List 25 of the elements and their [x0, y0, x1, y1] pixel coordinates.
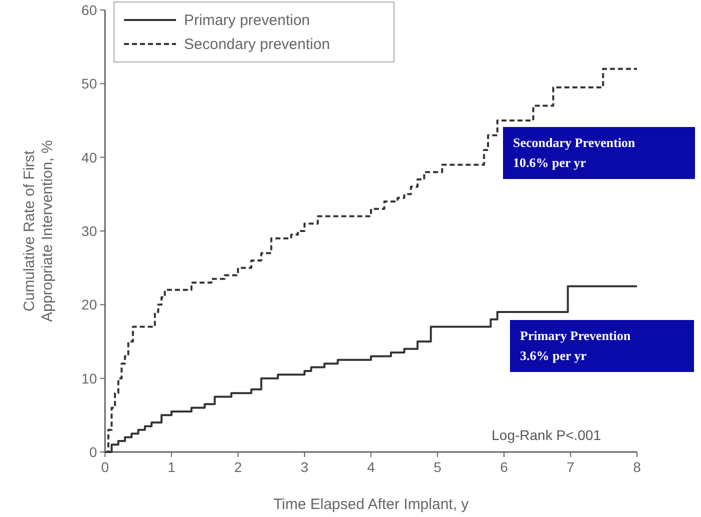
label-box: Primary Prevention 3.6% per yr [510, 320, 694, 372]
x-tick-label: 7 [566, 459, 575, 475]
y-tick-label: 20 [81, 296, 98, 313]
y-tick-label: 0 [89, 444, 98, 460]
label-box: Secondary Prevention 10.6% per yr [503, 127, 695, 179]
x-axis-title: Time Elapsed After Implant, y [273, 496, 470, 513]
y-tick-label: 50 [81, 76, 98, 92]
y-tick-label: 60 [81, 2, 98, 18]
x-tick-label: 6 [500, 459, 508, 475]
y-tick-label: 10 [81, 370, 98, 386]
x-tick-label: 1 [168, 459, 176, 475]
x-tick-label: 5 [434, 459, 442, 475]
x-tick-label: 4 [367, 459, 376, 475]
annotation: Secondary Prevention 10.6% per yr [513, 135, 636, 170]
y-tick-label: 30 [81, 223, 98, 239]
annotation: Primary Prevention 3.6% per yr [520, 328, 632, 363]
annotation: Log-Rank P<.001 [492, 427, 602, 443]
y-axis-title: Cumulative Rate of First Appropriate Intervention, % [21, 140, 56, 322]
x-tick-label: 2 [234, 459, 242, 475]
x-tick-label: 0 [101, 459, 110, 475]
y-tick-label: 40 [81, 149, 98, 166]
legend-label: Secondary prevention [184, 36, 330, 53]
x-tick-label: 3 [300, 459, 309, 475]
x-tick-label: 8 [633, 459, 642, 475]
legend-label: Primary prevention [184, 12, 310, 29]
